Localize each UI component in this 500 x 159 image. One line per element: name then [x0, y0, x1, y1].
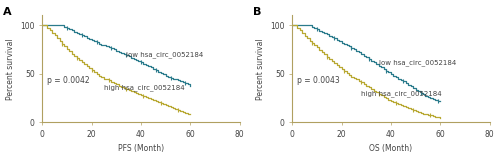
- Text: low hsa_circ_0052184: low hsa_circ_0052184: [126, 51, 204, 58]
- Text: A: A: [3, 7, 12, 17]
- Text: p = 0.0042: p = 0.0042: [47, 76, 90, 85]
- Text: p = 0.0043: p = 0.0043: [297, 76, 340, 85]
- Y-axis label: Percent survival: Percent survival: [256, 38, 264, 100]
- Text: low hsa_circ_0052184: low hsa_circ_0052184: [378, 59, 456, 66]
- Y-axis label: Percent survival: Percent survival: [6, 38, 15, 100]
- X-axis label: OS (Month): OS (Month): [370, 144, 412, 153]
- Text: high hsa_circ_0052184: high hsa_circ_0052184: [362, 90, 442, 97]
- Text: high hsa_circ_0052184: high hsa_circ_0052184: [104, 84, 184, 91]
- Text: B: B: [253, 7, 261, 17]
- X-axis label: PFS (Month): PFS (Month): [118, 144, 164, 153]
